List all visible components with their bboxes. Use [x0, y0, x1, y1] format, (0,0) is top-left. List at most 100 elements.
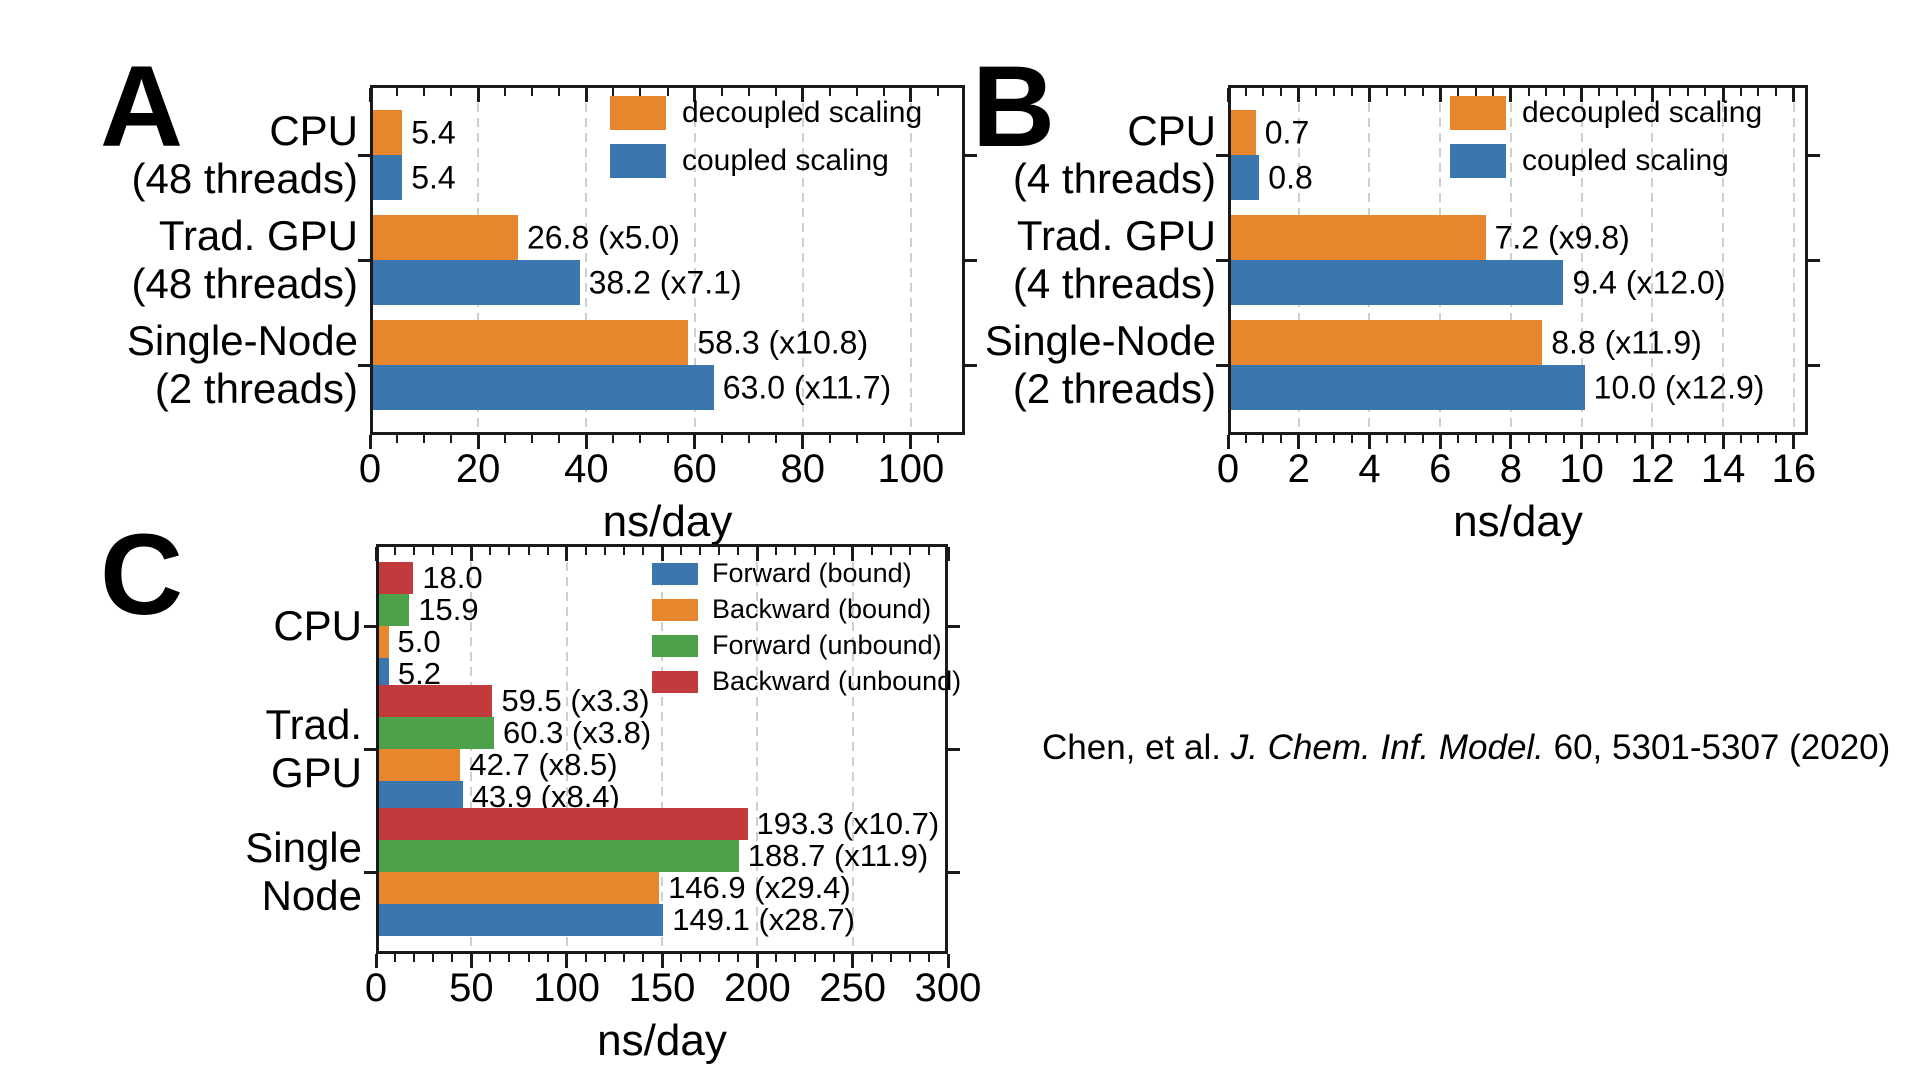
bar-c-g2-orange [379, 872, 660, 904]
bar-value-label-c-g0-orange: 5.0 [397, 624, 441, 659]
legend-swatch-orange [1450, 96, 1506, 130]
x-minor-tick [639, 88, 642, 96]
x-minor-tick [699, 547, 702, 555]
x-major-tick [693, 435, 697, 449]
bar-value-label-c-g1-orange: 42.7 (x8.5) [469, 747, 618, 782]
x-minor-tick [1669, 88, 1672, 96]
x-minor-tick [546, 547, 549, 555]
x-minor-tick [855, 88, 858, 96]
gridline-a-40 [585, 88, 588, 432]
x-minor-tick [699, 954, 702, 962]
x-minor-tick [504, 435, 507, 443]
legend-label: decoupled scaling [682, 96, 923, 129]
x-minor-tick [1757, 435, 1760, 443]
x-minor-tick [737, 954, 740, 962]
x-tick-label-a-80: 80 [780, 447, 825, 491]
plot-area-a [370, 85, 965, 435]
legend-label: Backward (bound) [712, 594, 932, 624]
x-minor-tick [612, 88, 615, 96]
x-minor-tick [396, 435, 399, 443]
x-major-tick [374, 547, 378, 561]
x-minor-tick [680, 954, 683, 962]
x-minor-tick [1403, 88, 1406, 96]
x-minor-tick [450, 435, 453, 443]
x-minor-tick [828, 435, 831, 443]
category-label-c-0: CPU [273, 602, 362, 650]
y-group-tick-left-a-0 [358, 153, 370, 157]
x-minor-tick [870, 547, 873, 555]
legend-swatch-green [652, 634, 698, 657]
x-major-tick [755, 547, 759, 561]
x-minor-tick [666, 88, 669, 96]
category-label-line: (4 threads) [1012, 260, 1216, 307]
x-major-tick [1297, 88, 1301, 102]
y-group-tick-left-b-2 [1216, 363, 1228, 367]
x-minor-tick [1421, 435, 1424, 443]
x-major-tick [374, 954, 378, 968]
x-major-tick [1438, 88, 1442, 102]
x-minor-tick [527, 954, 530, 962]
x-axis-title-a: ns/day [602, 497, 733, 546]
x-major-tick [1438, 435, 1442, 449]
bar-value-label-c-g2-red: 193.3 (x10.7) [756, 806, 940, 841]
category-label-line: CPU [273, 602, 362, 649]
x-major-tick [1580, 88, 1584, 102]
x-major-tick [584, 88, 588, 102]
y-group-tick-left-a-1 [358, 258, 370, 262]
category-label-line: Node [261, 872, 362, 919]
bar-value-label-a-g2-orange: 58.3 (x10.8) [697, 324, 869, 360]
legend-row-a-orange: decoupled scaling [610, 96, 922, 130]
x-minor-tick [489, 547, 492, 555]
x-minor-tick [508, 954, 511, 962]
x-major-tick [1226, 88, 1230, 102]
x-major-tick [368, 88, 372, 102]
x-minor-tick [1456, 88, 1459, 96]
x-major-tick [1509, 435, 1513, 449]
x-minor-tick [622, 547, 625, 555]
x-major-tick [1721, 435, 1725, 449]
x-minor-tick [1775, 435, 1778, 443]
bar-c-g0-red [379, 562, 414, 594]
citation-journal: J. Chem. Inf. Model. [1230, 728, 1544, 767]
citation-authors: Chen, et al. [1042, 728, 1231, 767]
x-minor-tick [1598, 435, 1601, 443]
x-minor-tick [889, 547, 892, 555]
x-minor-tick [1492, 88, 1495, 96]
y-group-tick-right-a-0 [965, 153, 977, 157]
x-minor-tick [394, 954, 397, 962]
x-minor-tick [908, 954, 911, 962]
x-minor-tick [1333, 435, 1336, 443]
legend-swatch-red [652, 670, 698, 693]
bar-value-label-c-g2-orange: 146.9 (x29.4) [668, 870, 851, 905]
bar-value-label-b-g1-blue: 9.4 (x12.0) [1572, 264, 1726, 300]
x-major-tick [1721, 88, 1725, 102]
x-minor-tick [1333, 88, 1336, 96]
x-minor-tick [720, 435, 723, 443]
category-label-c-2: Single Node [245, 824, 362, 920]
x-axis-title-b: ns/day [1453, 497, 1583, 546]
x-major-tick [851, 547, 855, 561]
gridline-b-16 [1792, 88, 1795, 432]
x-minor-tick [641, 954, 644, 962]
x-minor-tick [423, 88, 426, 96]
y-group-tick-right-b-2 [1808, 363, 1820, 367]
x-minor-tick [1280, 88, 1283, 96]
legend-label: Forward (bound) [712, 558, 912, 588]
legend-row-b-orange: decoupled scaling [1450, 96, 1762, 130]
x-minor-tick [889, 954, 892, 962]
category-label-line: Single-Node [126, 317, 358, 364]
bar-value-label-c-g2-green: 188.7 (x11.9) [747, 838, 929, 873]
legend-row-c-red: Backward (unbound) [652, 666, 961, 697]
bar-c-g1-green [379, 717, 494, 749]
legend-row-c-blue: Forward (bound) [652, 558, 912, 589]
bar-value-label-c-g1-green: 60.3 (x3.8) [502, 715, 652, 750]
y-group-tick-right-c-2 [948, 870, 960, 874]
x-minor-tick [1704, 88, 1707, 96]
plot-area-c [376, 544, 948, 954]
x-tick-label-c-100: 100 [533, 966, 601, 1010]
x-minor-tick [775, 954, 778, 962]
y-group-tick-right-c-1 [948, 747, 960, 751]
plot-area-b [1228, 85, 1808, 435]
x-minor-tick [666, 435, 669, 443]
legend-swatch-blue [652, 562, 698, 585]
